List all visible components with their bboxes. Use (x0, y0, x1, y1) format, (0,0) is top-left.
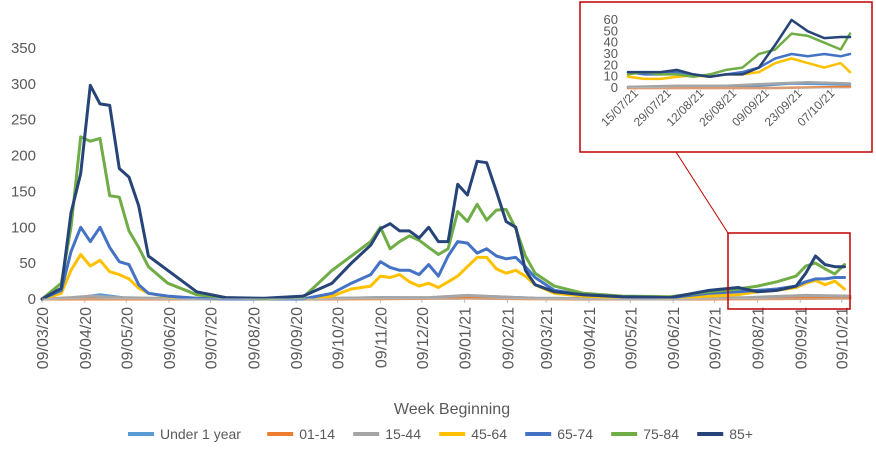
main-x-tick-09-01-21: 09/01/21 (458, 307, 475, 369)
main-x-tick-09-07-20: 09/07/20 (204, 307, 221, 369)
main-x-tick-09-03-20: 09/03/20 (35, 307, 52, 369)
main-x-tick-labels: 09/03/20 09/04/20 09/05/20 09/06/20 09/07/20… (35, 299, 852, 369)
main-y-tick-100: 100 (11, 219, 36, 236)
legend-label: 75-84 (643, 426, 679, 442)
main-x-tick-09-08-21: 09/08/21 (750, 307, 767, 369)
inset-y-tick-40: 40 (604, 35, 618, 50)
highlight-box (727, 232, 851, 310)
legend-item-65-74: 65-74 (525, 426, 593, 442)
inset-panel (579, 1, 873, 153)
inset-y-tick-60: 60 (604, 12, 618, 27)
inset-y-tick-50: 50 (604, 23, 618, 38)
legend: Under 1 year 01-14 15-44 45-64 65-74 75-84 85+ (128, 426, 753, 442)
inset-series-75-84 (626, 32, 852, 78)
legend-label: 15-44 (385, 426, 421, 442)
main-x-tick-09-12-20: 09/12/20 (415, 307, 432, 369)
main-x-tick-09-09-20: 09/09/20 (289, 307, 306, 369)
inset-y-tick-10: 10 (604, 69, 618, 84)
main-x-tick-09-04-20: 09/04/20 (78, 307, 95, 369)
inset-y-tick-20: 20 (604, 57, 618, 72)
legend-item-01-14: 01-14 (267, 426, 335, 442)
main-x-tick-09-10-21: 09/10/21 (835, 307, 852, 369)
main-x-tick-09-06-21: 09/06/21 (666, 307, 683, 369)
inset-y-tick-30: 30 (604, 46, 618, 61)
main-y-tick-300: 300 (11, 76, 36, 93)
main-y-tick-50: 50 (19, 255, 36, 272)
main-series-85 (40, 83, 846, 301)
legend-item-85: 85+ (697, 426, 753, 442)
legend-label: 85+ (729, 426, 753, 442)
x-axis-title: Week Beginning (394, 401, 510, 418)
main-y-tick-350: 350 (11, 40, 36, 57)
main-y-tick-250: 250 (11, 112, 36, 129)
main-x-tick-09-05-21: 09/05/21 (623, 307, 640, 369)
legend-item-under-1-year: Under 1 year (128, 426, 241, 442)
legend-item-75-84: 75-84 (611, 426, 679, 442)
main-x-tick-09-11-20: 09/11/20 (373, 307, 390, 368)
main-x-tick-09-05-20: 09/05/20 (119, 307, 136, 369)
main-x-tick-09-08-20: 09/08/20 (246, 307, 263, 369)
main-y-tick-200: 200 (11, 148, 36, 165)
legend-label: 45-64 (471, 426, 507, 442)
zoom-connector-line (675, 151, 729, 234)
inset-series-15-44 (626, 81, 852, 89)
main-x-tick-09-10-20: 09/10/20 (331, 307, 348, 369)
main-series-65-74 (40, 225, 846, 301)
main-series-lines (40, 83, 852, 301)
main-x-tick-09-09-21: 09/09/21 (793, 307, 810, 369)
main-x-tick-09-03-21: 09/03/21 (539, 307, 556, 369)
main-x-tick-09-02-21: 09/02/21 (500, 307, 517, 369)
inset-series-85 (626, 18, 852, 78)
legend-label: 65-74 (557, 426, 593, 442)
legend-label: Under 1 year (160, 426, 241, 442)
main-y-tick-0: 0 (28, 291, 36, 308)
main-x-tick-09-04-21: 09/04/21 (582, 307, 599, 369)
main-y-tick-150: 150 (11, 183, 36, 200)
main-x-tick-09-06-20: 09/06/20 (162, 307, 179, 369)
inset-series-lines (626, 18, 852, 90)
main-series-45-64 (40, 253, 846, 301)
main-x-tick-09-07-21: 09/07/21 (708, 307, 725, 369)
legend-item-45-64: 45-64 (439, 426, 507, 442)
legend-item-15-44: 15-44 (353, 426, 421, 442)
main-series-15-44 (40, 293, 852, 301)
inset-y-tick-0: 0 (611, 80, 618, 95)
legend-label: 01-14 (299, 426, 335, 442)
main-y-tick-labels: 0 50 100 150 200 250 300 350 (11, 40, 36, 308)
main-series-75-84 (40, 135, 846, 301)
